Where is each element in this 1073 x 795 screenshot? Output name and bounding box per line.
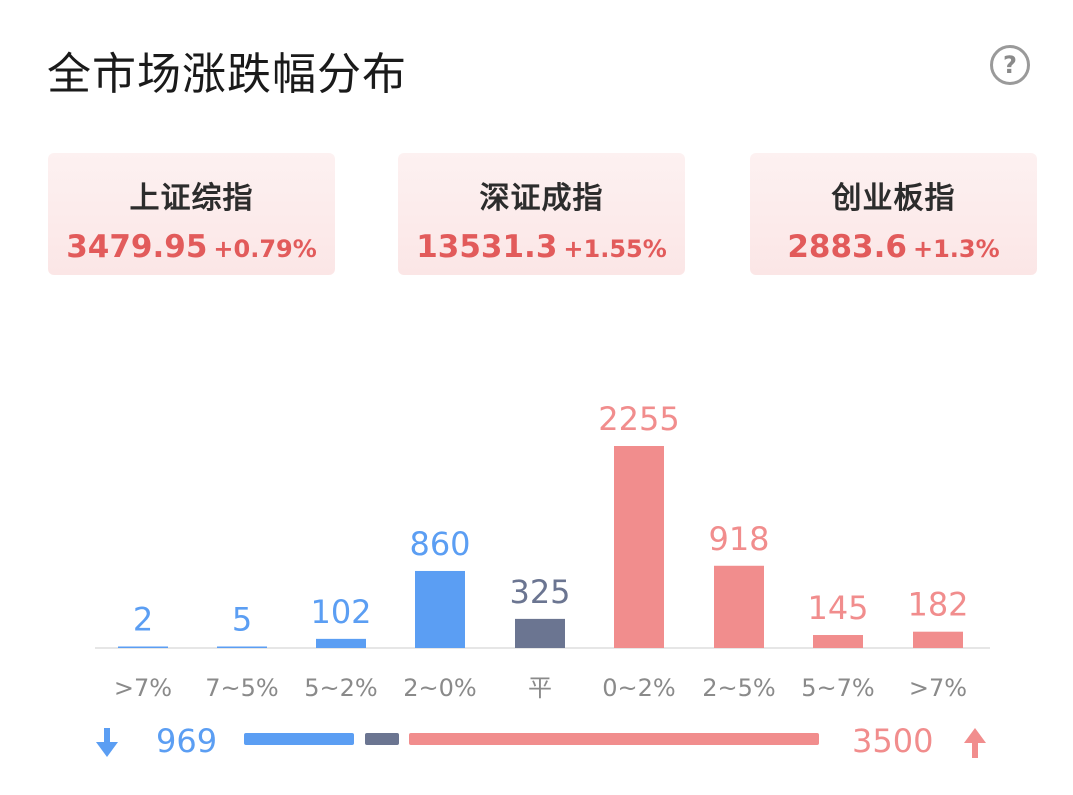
index-name: 创业板指	[831, 181, 956, 216]
bar-value-label: 860	[409, 525, 470, 563]
index-name: 深证成指	[479, 181, 604, 216]
category-tick-label: 2~0%	[403, 674, 476, 702]
index-value: 3479.95	[66, 229, 208, 265]
category-tick-label: 2~5%	[702, 674, 775, 702]
bar-7[interactable]	[813, 635, 863, 648]
arrow-up-icon	[964, 728, 986, 758]
bar-value-label: 145	[807, 589, 868, 627]
bar-4[interactable]	[515, 618, 565, 648]
bar-value-label: 5	[232, 601, 252, 639]
bar-value-label: 918	[708, 520, 769, 558]
bar-1[interactable]	[217, 646, 267, 649]
rise-ratio-bar	[409, 733, 819, 745]
category-tick-label: >7%	[909, 674, 967, 702]
category-tick-label: 7~5%	[205, 674, 278, 702]
bar-5[interactable]	[614, 446, 664, 648]
index-change: +0.79%	[213, 235, 317, 263]
index-card-sh[interactable]: 上证综指 3479.95 +0.79%	[48, 153, 335, 275]
category-tick-label: 0~2%	[602, 674, 675, 702]
bar-value-label: 2	[133, 601, 153, 639]
fall-count: 969	[156, 722, 218, 760]
rise-count: 3500	[852, 722, 934, 760]
bar-value-label: 2255	[598, 400, 679, 438]
index-name: 上证综指	[129, 181, 254, 216]
category-tick-label: >7%	[114, 674, 172, 702]
index-card-sz[interactable]: 深证成指 13531.3 +1.55%	[398, 153, 685, 275]
question-circle-icon[interactable]: ?	[990, 45, 1030, 85]
bar-value-label: 182	[907, 586, 968, 624]
index-card-cyb[interactable]: 创业板指 2883.6 +1.3%	[750, 153, 1037, 275]
bar-6[interactable]	[714, 565, 764, 648]
page-title: 全市场涨跌幅分布	[47, 49, 407, 100]
fall-ratio-bar	[244, 733, 354, 745]
category-tick-label: 5~2%	[304, 674, 377, 702]
distribution-bar-chart: 2 >7% 5 7~5% 102 5~2% 860 2~0% 325 平 2255 0~2% 918 2~…	[95, 400, 990, 702]
bar-3[interactable]	[415, 570, 465, 648]
index-value: 13531.3	[416, 229, 558, 265]
index-change: +1.55%	[563, 235, 667, 263]
bar-2[interactable]	[316, 638, 366, 648]
bar-8[interactable]	[913, 631, 963, 648]
bar-0[interactable]	[118, 646, 168, 649]
flat-ratio-bar	[365, 733, 399, 745]
category-tick-label: 平	[528, 674, 552, 702]
arrow-down-icon	[96, 728, 118, 757]
index-change: +1.3%	[912, 235, 1000, 263]
category-tick-label: 5~7%	[801, 674, 874, 702]
index-value: 2883.6	[787, 229, 907, 265]
bar-value-label: 102	[310, 593, 371, 631]
help-glyph: ?	[1003, 51, 1017, 79]
bar-value-label: 325	[509, 573, 570, 611]
